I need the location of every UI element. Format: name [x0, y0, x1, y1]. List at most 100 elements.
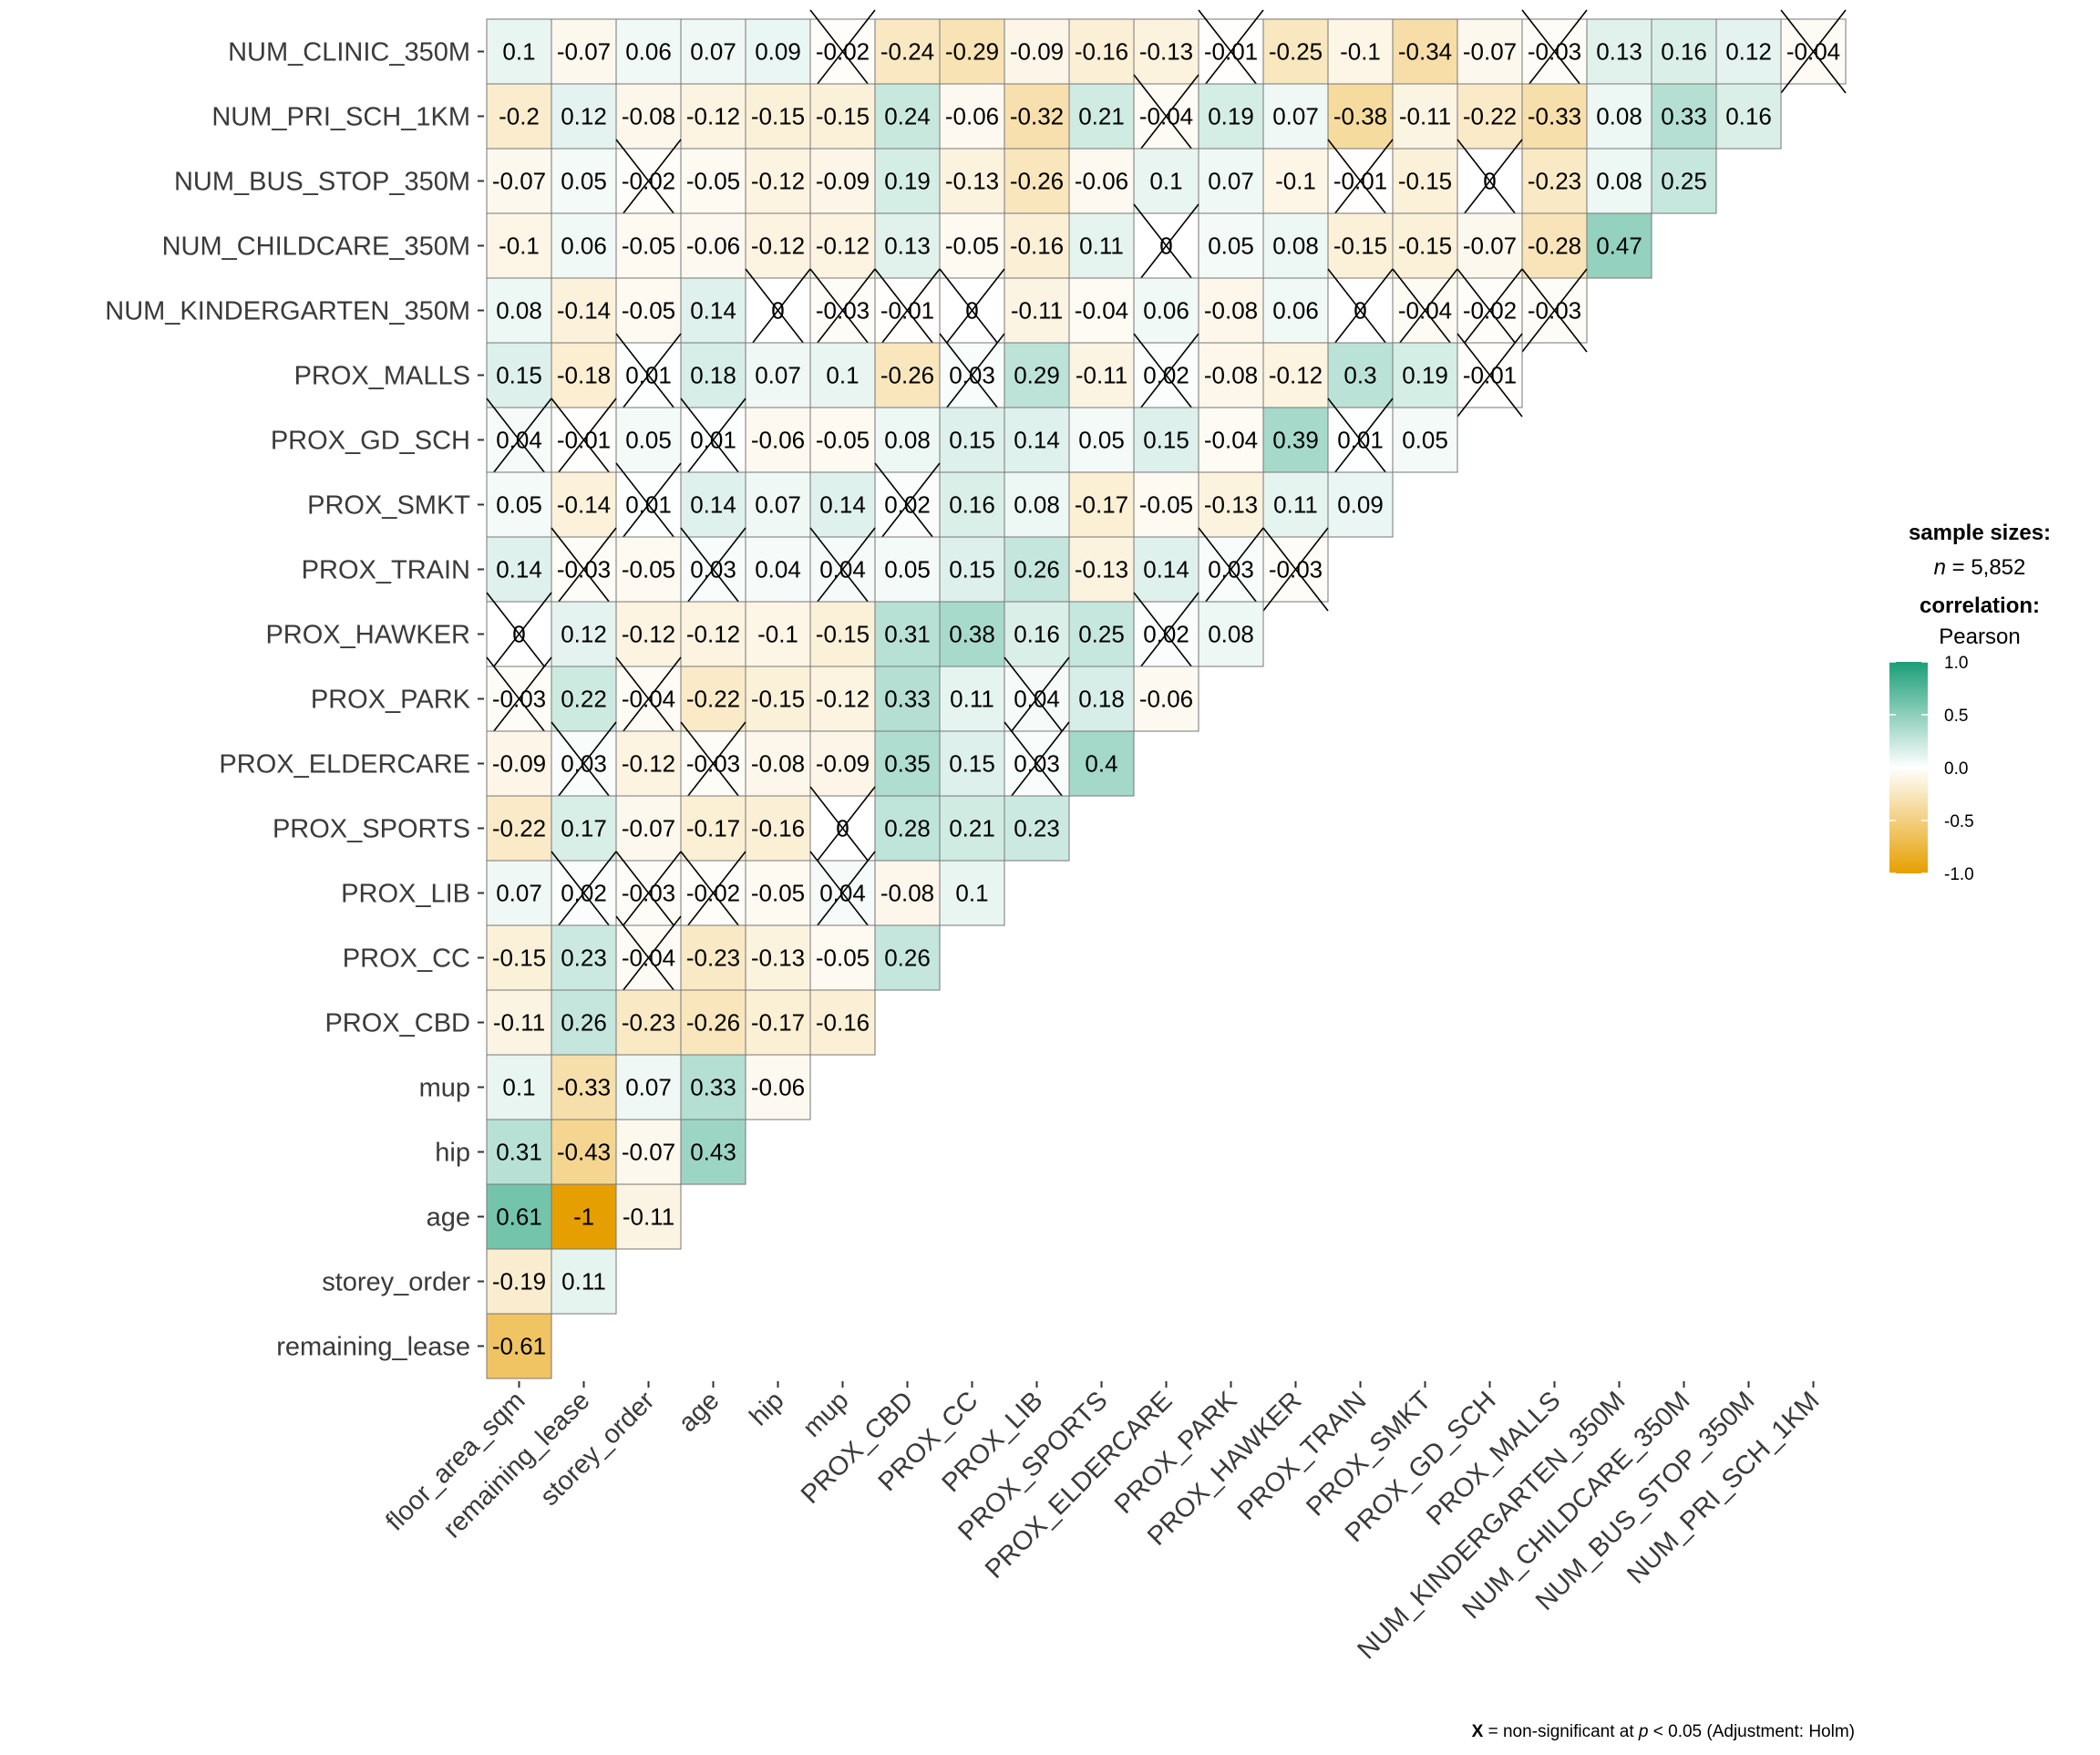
legend-tick-label: -1.0	[1944, 865, 1974, 884]
cell-value-label: 0.25	[1078, 621, 1125, 648]
heatmap-cell	[1651, 18, 1717, 85]
cell-value-label: 0.21	[1078, 103, 1125, 130]
cell-value-label: -0.09	[492, 750, 546, 778]
cell-value-label: 0.08	[496, 297, 542, 325]
cell-value-label: 0.08	[884, 427, 931, 454]
heatmap-cell	[615, 407, 682, 473]
nonsignificant-x-mark	[1004, 721, 1070, 806]
caption-p: p	[1638, 1722, 1649, 1741]
heatmap-cell	[1004, 471, 1070, 538]
heatmap-cell	[1133, 407, 1199, 473]
cell-value-label: -0.26	[880, 362, 934, 389]
y-axis-label: PROX_GD_SCH	[271, 427, 470, 456]
heatmap-cell	[486, 1054, 552, 1120]
heatmap-cell	[745, 342, 811, 408]
heatmap-cell	[809, 601, 876, 667]
cell-value-label: -0.15	[1333, 232, 1387, 260]
cell-value-label: 0.07	[625, 1074, 672, 1101]
heatmap-cell	[745, 666, 811, 732]
cell-value-label: 0.33	[690, 1074, 736, 1101]
cell-value-label: -0.61	[492, 1333, 546, 1360]
heatmap-cell	[745, 212, 811, 279]
cell-value-label: -0.12	[751, 168, 805, 195]
heatmap-cell	[551, 342, 617, 408]
nonsignificant-x-mark	[1780, 9, 1847, 94]
heatmap-cell	[1004, 795, 1070, 862]
heatmap-cell	[551, 148, 617, 214]
heatmap-cell	[615, 601, 682, 667]
heatmap-cell	[680, 1054, 746, 1120]
heatmap-cell	[680, 795, 746, 862]
cell-value-label: 0.07	[755, 491, 801, 519]
cell-value-label: 0.08	[1208, 621, 1254, 648]
heatmap-cell	[1586, 212, 1652, 279]
legend-n-value: = 5,852	[1946, 555, 2025, 580]
y-axis-label: PROX_PARK	[311, 686, 471, 715]
cell-value-label: -0.07	[622, 815, 675, 842]
cell-value-label: -0.12	[816, 232, 870, 260]
heatmap-cell	[1004, 407, 1070, 473]
heatmap-cell	[1068, 148, 1135, 214]
heatmap-cell	[1262, 148, 1329, 214]
cell-value-label: 0.13	[1596, 38, 1642, 66]
heatmap-cell	[551, 1248, 617, 1315]
heatmap-cell	[680, 1119, 746, 1185]
heatmap-cell	[486, 989, 552, 1056]
cell-value-label: -0.13	[1075, 556, 1128, 583]
cell-value-label: -0.23	[1528, 168, 1581, 195]
heatmap-cell	[486, 18, 552, 85]
cell-value-label: 0.21	[949, 815, 995, 842]
cell-value-label: 0.06	[1272, 297, 1319, 325]
cell-value-label: 0.1	[1149, 168, 1182, 195]
cell-value-label: -0.08	[751, 750, 805, 778]
cell-value-label: -0.12	[686, 621, 740, 648]
cell-value-label: -0.25	[1269, 38, 1323, 66]
heatmap-cell	[1068, 666, 1135, 732]
x-axis-label: age	[674, 1386, 726, 1438]
heatmap-cell	[1068, 83, 1135, 150]
heatmap-cell	[745, 795, 811, 862]
cell-value-label: 0.15	[949, 556, 995, 583]
y-axis-label: NUM_PRI_SCH_1KM	[211, 103, 470, 132]
heatmap-cell	[1004, 342, 1070, 408]
cell-value-label: -0.14	[557, 491, 611, 519]
y-axis-label: PROX_HAWKER	[265, 621, 470, 650]
cell-value-label: -0.15	[816, 621, 870, 648]
nonsignificant-x-mark	[1457, 333, 1523, 418]
heatmap-cell	[1715, 83, 1782, 150]
cell-value-label: 0.47	[1596, 232, 1642, 260]
heatmap-cell	[874, 924, 941, 991]
cell-value-label: 0.11	[1273, 491, 1318, 519]
nonsignificant-x-mark	[1004, 656, 1070, 741]
heatmap-cell	[745, 407, 811, 473]
cell-value-label: 0.31	[496, 1139, 542, 1166]
cell-value-label: 0.15	[1143, 427, 1189, 454]
cell-value-label: -0.09	[816, 750, 870, 778]
heatmap-cell	[680, 989, 746, 1056]
y-axis-label: PROX_TRAIN	[302, 556, 470, 585]
heatmap-cell	[680, 471, 746, 538]
x-axis-label: mup	[798, 1386, 855, 1443]
heatmap-cell	[874, 860, 941, 926]
nonsignificant-x-mark	[551, 721, 617, 806]
nonsignificant-x-mark	[809, 268, 876, 353]
nonsignificant-x-mark	[680, 397, 746, 482]
cell-value-label: -0.05	[1139, 491, 1193, 519]
heatmap-cell	[1586, 83, 1652, 150]
heatmap-cell	[939, 83, 1005, 150]
heatmap-cell	[939, 536, 1005, 603]
cell-value-label: -0.15	[751, 103, 805, 130]
heatmap-cell	[680, 83, 746, 150]
cell-value-label: -0.15	[492, 945, 546, 972]
cell-value-label: 0.26	[1014, 556, 1060, 583]
cell-value-label: -0.08	[1204, 362, 1258, 389]
heatmap-cell	[745, 860, 811, 926]
x-axis-labels: floor_area_sqmremaining_leasestorey_orde…	[380, 1381, 1825, 1665]
nonsignificant-x-mark	[615, 333, 682, 418]
cell-value-label: 0.14	[496, 556, 542, 583]
cell-value-label: 0.05	[561, 168, 607, 195]
cell-value-label: -0.08	[622, 103, 675, 130]
cell-value-label: -0.15	[751, 686, 805, 713]
heatmap-cell	[1586, 148, 1652, 214]
heatmap-cell	[745, 471, 811, 538]
